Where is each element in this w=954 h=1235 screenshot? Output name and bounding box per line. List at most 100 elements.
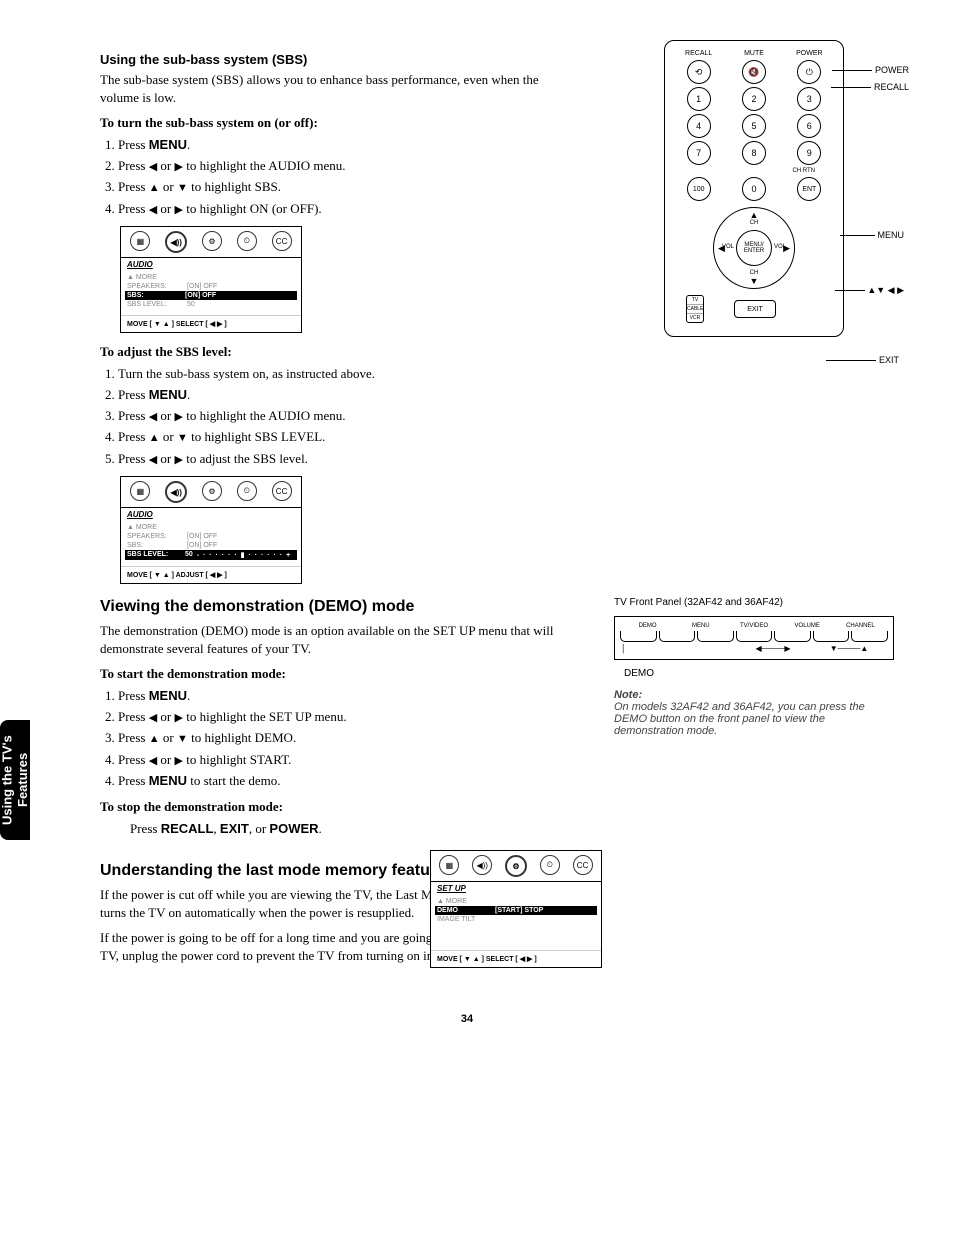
- num-100-button[interactable]: 100: [687, 177, 711, 201]
- step: Press ◀ or ▶ to highlight START.: [118, 751, 408, 769]
- fp-channel-label: CHANNEL: [834, 623, 887, 629]
- cc-icon: CC: [272, 231, 292, 251]
- mute-label: MUTE: [727, 50, 782, 57]
- osd-title: SET UP: [431, 882, 601, 895]
- fp-demo-button[interactable]: [620, 631, 657, 642]
- recall-label: RECALL: [671, 50, 726, 57]
- step: Press ◀ or ▶ to highlight the AUDIO menu…: [118, 407, 560, 425]
- step: Press ▲ or ▼ to highlight SBS.: [118, 178, 560, 196]
- fp-tvvideo-button[interactable]: [697, 631, 734, 642]
- menu-enter-button[interactable]: MENU/ENTER: [736, 230, 772, 266]
- callout-menu: MENU: [840, 230, 904, 240]
- setup-icon: ⚙: [505, 855, 527, 877]
- cc-icon: CC: [573, 855, 593, 875]
- step: Press MENU.: [118, 386, 560, 404]
- demo-stop-title: To stop the demonstration mode:: [100, 798, 560, 816]
- timer-icon: ⏲: [237, 481, 257, 501]
- num-0-button[interactable]: 0: [742, 177, 766, 201]
- setup-icon: ⚙: [202, 231, 222, 251]
- audio-icon: ◀)): [165, 481, 187, 503]
- setup-icon: ⚙: [202, 481, 222, 501]
- down-arrow-icon[interactable]: ▼: [750, 276, 759, 286]
- front-panel-title: TV Front Panel (32AF42 and 36AF42): [614, 597, 894, 608]
- sbs-heading: Using the sub-bass system (SBS): [100, 52, 560, 67]
- num-8-button[interactable]: 8: [742, 141, 766, 165]
- num-7-button[interactable]: 7: [687, 141, 711, 165]
- vol-up-label: VOL: [774, 244, 786, 250]
- front-panel-diagram: DEMO MENU TV/VIDEO VOLUME CHANNEL │ ◀───…: [614, 616, 894, 660]
- num-3-button[interactable]: 3: [797, 87, 821, 111]
- osd-audio-sbs-level: ▦ ◀)) ⚙ ⏲ CC AUDIO ▲ MORE SPEAKERS:[ON] …: [120, 476, 302, 584]
- callout-arrows: ▲▼ ◀ ▶: [835, 285, 904, 296]
- step: Press ◀ or ▶ to highlight the AUDIO menu…: [118, 157, 560, 175]
- num-6-button[interactable]: 6: [797, 114, 821, 138]
- num-1-button[interactable]: 1: [687, 87, 711, 111]
- num-2-button[interactable]: 2: [742, 87, 766, 111]
- note-body: On models 32AF42 and 36AF42, you can pre…: [614, 701, 865, 737]
- sbs-level-steps: Turn the sub-bass system on, as instruct…: [118, 365, 560, 469]
- picture-icon: ▦: [130, 231, 150, 251]
- note-title: Note:: [614, 689, 642, 701]
- num-9-button[interactable]: 9: [797, 141, 821, 165]
- fp-demo-callout: DEMO: [624, 668, 894, 679]
- sbs-intro: The sub-base system (SBS) allows you to …: [100, 71, 560, 106]
- fp-volume-label: VOLUME: [781, 623, 834, 629]
- step: Press ◀ or ▶ to adjust the SBS level.: [118, 450, 560, 468]
- note-block: Note: On models 32AF42 and 36AF42, you c…: [614, 689, 894, 737]
- osd-highlighted-row: SBS:[ON] OFF: [125, 291, 297, 300]
- page-number: 34: [40, 1013, 894, 1025]
- up-arrow-icon[interactable]: ▲: [750, 210, 759, 220]
- cc-icon: CC: [272, 481, 292, 501]
- sbs-on-off-title: To turn the sub-bass system on (or off):: [100, 114, 560, 132]
- num-5-button[interactable]: 5: [742, 114, 766, 138]
- osd-title: AUDIO: [121, 258, 301, 271]
- demo-start-steps: Press MENU. Press ◀ or ▶ to highlight th…: [118, 687, 408, 791]
- mute-button[interactable]: 🔇: [742, 60, 766, 84]
- mode-switch[interactable]: TV CABLE VCR: [686, 295, 704, 323]
- sbs-on-off-steps: Press MENU. Press ◀ or ▶ to highlight th…: [118, 136, 560, 218]
- chrtn-label: CH RTN: [792, 168, 815, 174]
- osd-highlighted-row: DEMO[START] STOP: [435, 906, 597, 915]
- fp-ch-down-button[interactable]: [813, 631, 850, 642]
- osd-setup-demo: ▦ ◀)) ⚙ ⏲ CC SET UP ▲ MORE DEMO[START] S…: [430, 850, 602, 968]
- demo-stop-line: Press RECALL, EXIT, or POWER.: [130, 820, 560, 838]
- osd-highlighted-row: SBS LEVEL:50 - · · · · · · ▮ · · · · · ·…: [125, 550, 297, 560]
- step: Press MENU.: [118, 136, 560, 154]
- power-label: POWER: [782, 50, 837, 57]
- fp-ch-up-button[interactable]: [851, 631, 888, 642]
- audio-icon: ◀)): [472, 855, 492, 875]
- power-button[interactable]: ⏻: [797, 60, 821, 84]
- main-column: Using the sub-bass system (SBS) The sub-…: [100, 40, 560, 973]
- step: Press ◀ or ▶ to highlight the SET UP men…: [118, 708, 408, 726]
- callout-power: POWER: [832, 65, 909, 75]
- osd-audio-sbs: ▦ ◀)) ⚙ ⏲ CC AUDIO ▲ MORE SPEAKERS:[ON] …: [120, 226, 302, 333]
- step: Turn the sub-bass system on, as instruct…: [118, 365, 560, 383]
- ent-button[interactable]: ENT: [797, 177, 821, 201]
- demo-heading: Viewing the demonstration (DEMO) mode: [100, 598, 560, 616]
- osd-footer: MOVE [ ▼ ▲ ] SELECT [ ◀ ▶ ]: [121, 315, 301, 332]
- exit-button[interactable]: EXIT: [734, 300, 776, 318]
- side-tab: Using the TV'sFeatures: [0, 720, 30, 840]
- ch-down-label: CH: [750, 270, 759, 276]
- audio-icon: ◀)): [165, 231, 187, 253]
- osd-footer: MOVE [ ▼ ▲ ] SELECT [ ◀ ▶ ]: [431, 950, 601, 967]
- fp-tvvideo-label: TV/VIDEO: [727, 623, 780, 629]
- osd-footer: MOVE [ ▼ ▲ ] ADJUST [ ◀ ▶ ]: [121, 566, 301, 583]
- osd-title: AUDIO: [121, 508, 301, 521]
- picture-icon: ▦: [130, 481, 150, 501]
- vol-down-label: VOL: [722, 244, 734, 250]
- picture-icon: ▦: [439, 855, 459, 875]
- nav-ring[interactable]: ▲ ▼ ◀ ▶ CH CH VOL VOL MENU/ENTER: [713, 207, 795, 289]
- sbs-level-title: To adjust the SBS level:: [100, 343, 560, 361]
- demo-intro: The demonstration (DEMO) mode is an opti…: [100, 622, 560, 657]
- num-4-button[interactable]: 4: [687, 114, 711, 138]
- step: Press ▲ or ▼ to highlight DEMO.: [118, 729, 408, 747]
- fp-vol-down-button[interactable]: [736, 631, 773, 642]
- recall-button[interactable]: ⟲: [687, 60, 711, 84]
- step: Press ▲ or ▼ to highlight SBS LEVEL.: [118, 428, 560, 446]
- fp-menu-button[interactable]: [659, 631, 696, 642]
- demo-start-title: To start the demonstration mode:: [100, 665, 560, 683]
- fp-vol-up-button[interactable]: [774, 631, 811, 642]
- step: Press ◀ or ▶ to highlight ON (or OFF).: [118, 200, 560, 218]
- remote-diagram: RECALL MUTE POWER ⟲ 🔇 ⏻ 1 2 3 4 5 6 7 8: [664, 40, 844, 337]
